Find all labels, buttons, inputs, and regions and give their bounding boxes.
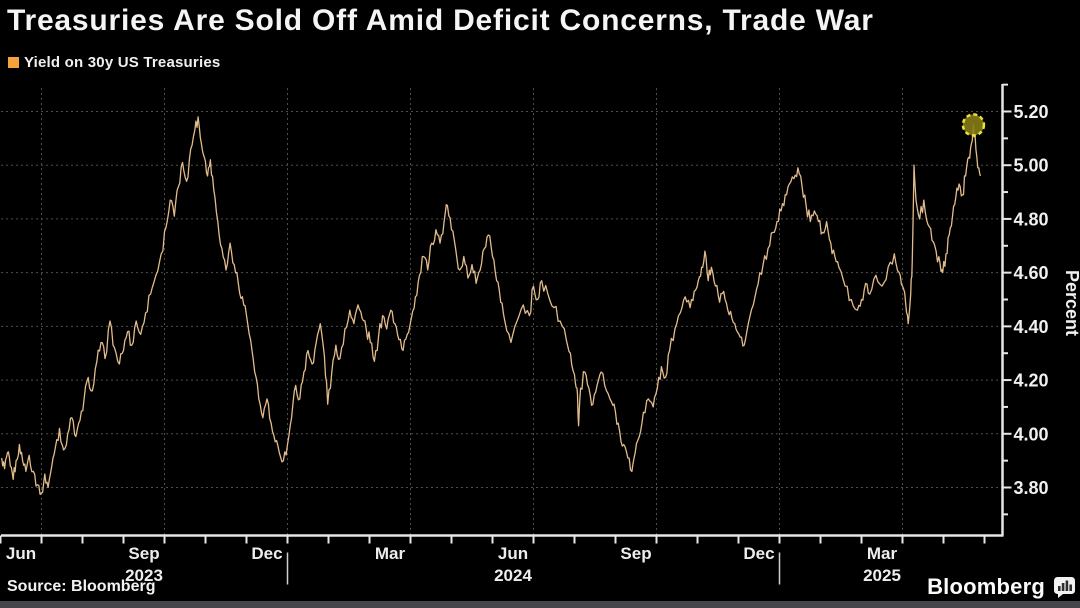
- page-title: Treasuries Are Sold Off Amid Deficit Con…: [7, 4, 874, 37]
- bloomberg-terminal-icon: [1054, 576, 1075, 598]
- axis-labels: 5.20 5.00 4.80 4.60 4.40 4.20 4.00 3.80 Jun Sep De…: [6, 102, 1049, 585]
- x-axis-month-label: Mar: [375, 544, 406, 563]
- x-axis-month-label: Dec: [251, 544, 282, 563]
- series: [1, 113, 986, 496]
- y-axis-tick-label: 5.00: [1014, 156, 1049, 176]
- axes: [1, 84, 1004, 537]
- x-axis-month-label: Sep: [620, 544, 651, 563]
- y-axis-tick-label: 4.40: [1014, 317, 1049, 337]
- axis-ticks: [0, 83, 1012, 585]
- bottom-border: [0, 601, 1080, 608]
- yield-series-line: [1, 116, 982, 496]
- last-point-marker: [961, 113, 986, 137]
- bloomberg-wordmark: Bloomberg: [927, 574, 1045, 599]
- legend-swatch-icon: [8, 57, 19, 68]
- y-axis-tick-label: 3.80: [1014, 478, 1049, 498]
- source-note: Source: Bloomberg: [7, 578, 156, 595]
- x-axis-month-label: Jun: [6, 544, 36, 563]
- x-axis-month-label: Dec: [743, 544, 774, 563]
- x-axis-month-label: Mar: [867, 544, 898, 563]
- legend: Yield on 30y US Treasuries: [8, 54, 220, 71]
- y-axis-tick-label: 4.60: [1014, 263, 1049, 283]
- x-axis-month-label: Sep: [128, 544, 159, 563]
- legend-label: Yield on 30y US Treasuries: [24, 54, 221, 71]
- y-axis-tick-label: 4.00: [1014, 424, 1049, 444]
- x-axis-year-label: 2025: [863, 566, 901, 585]
- x-axis-month-label: Jun: [498, 544, 528, 563]
- y-axis-tick-label: 5.20: [1014, 102, 1049, 122]
- x-axis-year-label: 2024: [494, 566, 532, 585]
- y-axis-title: Percent: [1062, 270, 1080, 336]
- y-axis-tick-label: 4.20: [1014, 371, 1049, 391]
- bloomberg-brand: Bloomberg: [927, 574, 1076, 600]
- grid-lines: [1, 88, 1003, 536]
- y-axis-tick-label: 4.80: [1014, 209, 1049, 229]
- x-axis-year-label: 2023: [125, 566, 163, 585]
